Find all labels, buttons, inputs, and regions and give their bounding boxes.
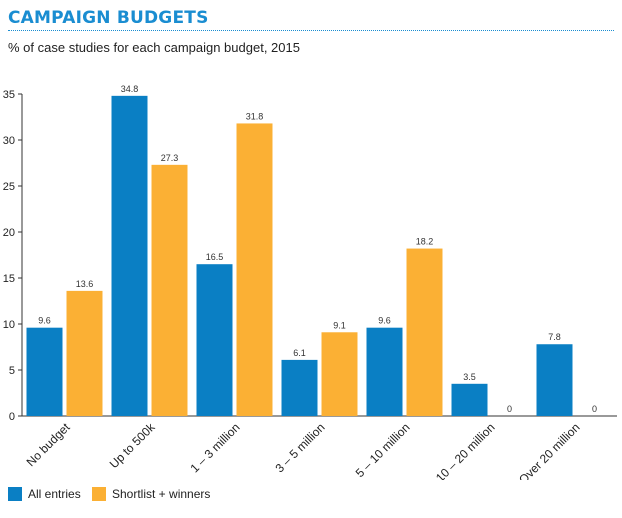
data-label-1-2: 31.8 (246, 111, 264, 121)
bar-0-6 (536, 344, 573, 416)
bar-chart: 0 5 10 15 20 25 30 35 9.6 13.6 No budget 34.8 27.3 Up… (3, 84, 617, 480)
data-label-0-5: 3.5 (463, 372, 476, 382)
bar-1-2 (236, 123, 273, 416)
bar-1-4 (406, 248, 443, 416)
bar-0-5 (451, 383, 488, 416)
y-tick-label-0: 0 (9, 411, 15, 423)
x-tick-label-6: Over 20 million (516, 420, 582, 480)
bar-0-1 (111, 95, 148, 416)
legend-swatch-shortlist-winners (92, 487, 106, 501)
bar-1-3 (321, 332, 358, 416)
x-tick-label-4: 5 – 10 million (353, 420, 413, 480)
bar-0-3 (281, 359, 318, 416)
data-label-0-3: 6.1 (293, 348, 306, 358)
data-label-1-5: 0 (507, 404, 512, 414)
data-label-0-0: 9.6 (38, 316, 51, 326)
data-label-0-6: 7.8 (548, 332, 561, 342)
data-label-0-2: 16.5 (206, 252, 224, 262)
bar-1-0 (66, 290, 103, 416)
data-label-1-3: 9.1 (333, 320, 346, 330)
bar-0-4 (366, 327, 403, 416)
bar-0-2 (196, 264, 233, 416)
legend-item-all-entries: All entries (8, 487, 81, 501)
data-label-1-6: 0 (592, 404, 597, 414)
y-tick-label-6: 30 (3, 135, 15, 147)
x-tick-label-3: 3 – 5 million (272, 420, 327, 475)
data-label-0-4: 9.6 (378, 316, 391, 326)
data-label-1-1: 27.3 (161, 153, 179, 163)
legend-label-all-entries: All entries (28, 487, 81, 501)
x-tick-label-5: 10 – 20 million (433, 420, 498, 480)
x-tick-label-2: 1 – 3 million (187, 420, 242, 475)
y-tick-label-2: 10 (3, 319, 15, 331)
legend-label-shortlist-winners: Shortlist + winners (112, 487, 211, 501)
legend-item-shortlist-winners: Shortlist + winners (92, 487, 210, 501)
x-tick-label-0: No budget (24, 420, 74, 470)
y-tick-label-5: 25 (3, 181, 15, 193)
y-tick-label-3: 15 (3, 273, 15, 285)
data-label-1-0: 13.6 (76, 279, 94, 289)
chart-subtitle: % of case studies for each campaign budg… (8, 40, 300, 55)
chart-title: CAMPAIGN BUDGETS (8, 8, 209, 28)
bar-0-0 (26, 327, 63, 416)
x-tick-label-1: Up to 500k (107, 420, 159, 472)
title-divider (8, 30, 614, 31)
y-tick-label-7: 35 (3, 89, 15, 101)
y-tick-label-1: 5 (9, 365, 15, 377)
data-label-1-4: 18.2 (416, 237, 434, 247)
legend-swatch-all-entries (8, 487, 22, 501)
y-tick-label-4: 20 (3, 227, 15, 239)
bar-1-1 (151, 164, 188, 416)
data-label-0-1: 34.8 (121, 84, 139, 94)
